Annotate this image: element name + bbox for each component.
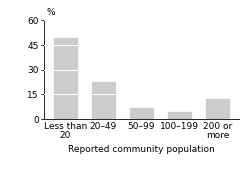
Text: %: %: [46, 8, 55, 17]
X-axis label: Reported community population: Reported community population: [68, 145, 215, 154]
Bar: [129, 107, 154, 119]
Bar: [205, 98, 230, 119]
Bar: [53, 37, 78, 119]
Bar: [91, 81, 116, 119]
Bar: [167, 111, 192, 119]
